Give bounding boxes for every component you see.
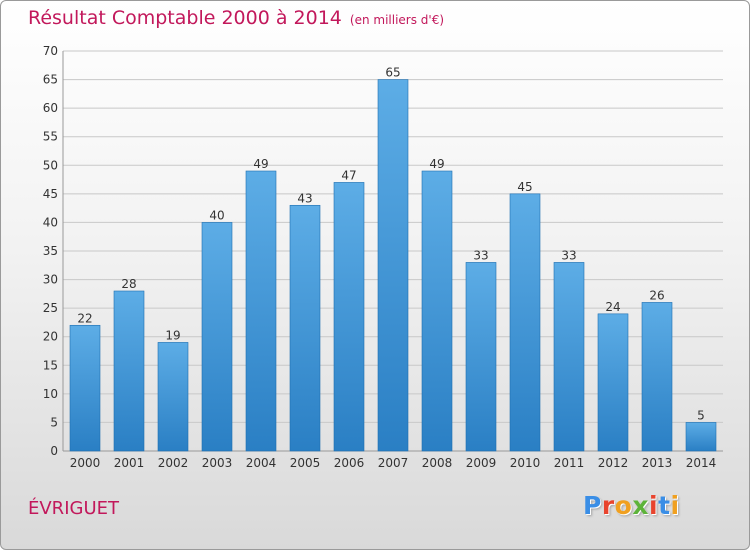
data-label-2006: 47 <box>341 168 356 182</box>
data-label-2000: 22 <box>77 311 92 325</box>
data-label-2005: 43 <box>297 191 312 205</box>
data-label-2012: 24 <box>605 300 620 314</box>
bar-2012 <box>597 313 629 452</box>
logo-letter: i <box>670 491 680 520</box>
data-label-2014: 5 <box>697 408 705 422</box>
location-name: ÉVRIGUET <box>28 498 119 519</box>
data-label-2008: 49 <box>429 157 444 171</box>
bar-2008 <box>421 170 453 452</box>
data-labels: 22 28 19 40 49 43 47 65 49 33 45 33 24 26 5 <box>77 66 704 423</box>
y-tick-label: 10 <box>43 387 58 401</box>
y-tick-label: 20 <box>43 330 58 344</box>
bars <box>69 79 717 452</box>
bar-2014 <box>685 422 717 452</box>
x-tick-label: 2013 <box>642 456 673 470</box>
x-tick-label: 2009 <box>466 456 497 470</box>
data-label-2003: 40 <box>209 208 224 222</box>
x-tick-label: 2003 <box>202 456 233 470</box>
x-tick-label: 2002 <box>158 456 189 470</box>
x-tick-label: 2012 <box>598 456 629 470</box>
y-tick-label: 35 <box>43 244 58 258</box>
y-tick-label: 5 <box>50 415 58 429</box>
chart-title: Résultat Comptable 2000 à 2014 <box>28 7 342 29</box>
y-tick-label: 50 <box>43 158 58 172</box>
data-label-2001: 28 <box>121 277 136 291</box>
x-tick-label: 2001 <box>114 456 145 470</box>
bar-2001 <box>113 290 145 452</box>
x-tick-label: 2000 <box>70 456 101 470</box>
logo-letter: o <box>614 491 633 520</box>
y-tick-label: 45 <box>43 187 58 201</box>
x-tick-label: 2008 <box>422 456 453 470</box>
y-tick-label: 55 <box>43 130 58 144</box>
y-tick-label: 40 <box>43 215 58 229</box>
bar-2005 <box>289 204 321 452</box>
data-label-2002: 19 <box>165 328 180 342</box>
y-tick-label: 25 <box>43 301 58 315</box>
bar-2009 <box>465 262 497 452</box>
y-tick-label: 60 <box>43 101 58 115</box>
data-label-2009: 33 <box>473 248 488 262</box>
data-label-2004: 49 <box>253 157 268 171</box>
x-tick-label: 2007 <box>378 456 409 470</box>
x-tick-label: 2011 <box>554 456 585 470</box>
bar-2013 <box>641 302 673 452</box>
chart-subtitle: (en milliers d'€) <box>349 13 445 27</box>
logo-letter: P <box>583 491 602 520</box>
y-tick-label: 0 <box>50 444 58 458</box>
logo-letter: r <box>601 491 615 520</box>
x-axis-ticks: 2000 2001 2002 2003 2004 2005 2006 2007 2008 2009… <box>70 456 717 470</box>
bar-2010 <box>509 193 541 452</box>
bar-2006 <box>333 182 365 452</box>
logo-letter: t <box>658 491 671 520</box>
logo-letter: x <box>632 491 649 520</box>
bar-2000 <box>69 324 101 452</box>
bar-2007 <box>377 79 409 452</box>
bar-2011 <box>553 262 585 452</box>
logo-letter: i <box>649 491 659 520</box>
x-tick-label: 2014 <box>686 456 717 470</box>
x-tick-label: 2006 <box>334 456 365 470</box>
x-tick-label: 2004 <box>246 456 277 470</box>
data-label-2007: 65 <box>385 66 400 80</box>
data-label-2010: 45 <box>517 180 532 194</box>
data-label-2011: 33 <box>561 248 576 262</box>
bar-2004 <box>245 170 277 452</box>
proxiti-logo: Proxiti <box>583 491 680 520</box>
y-tick-label: 30 <box>43 273 58 287</box>
chart-title-block: Résultat Comptable 2000 à 2014 (en millie… <box>28 7 444 29</box>
y-tick-label: 65 <box>43 73 58 87</box>
bar-2003 <box>201 222 233 452</box>
x-tick-label: 2010 <box>510 456 541 470</box>
bar-2002 <box>157 342 189 452</box>
y-tick-label: 15 <box>43 358 58 372</box>
y-tick-label: 70 <box>43 44 58 58</box>
x-tick-label: 2005 <box>290 456 321 470</box>
y-axis-ticks: 0 5 10 15 20 25 30 35 40 45 50 55 60 65 70 <box>43 44 58 458</box>
data-label-2013: 26 <box>649 288 664 302</box>
